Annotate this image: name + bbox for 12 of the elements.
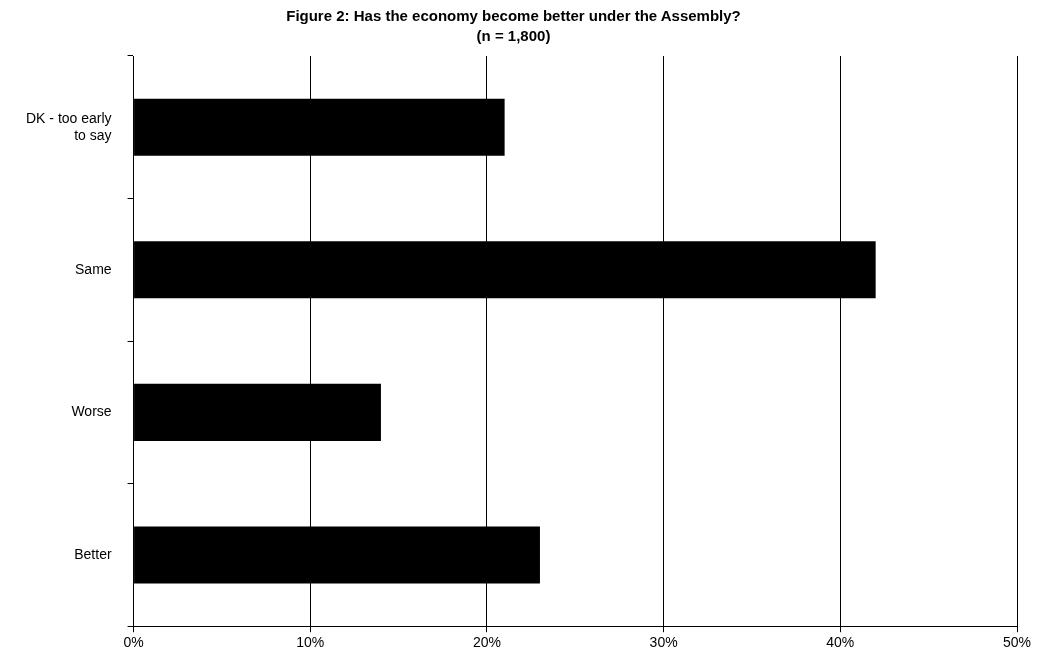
x-tick-label: 0% (123, 634, 144, 651)
y-tick-label: DK - too early to say (25, 109, 112, 143)
chart-title: Figure 2: Has the economy become better under the Assembly? (286, 7, 741, 25)
x-tick-label: 10% (296, 634, 325, 651)
chart-subtitle: (n = 1,800) (476, 27, 551, 45)
x-tick-label: 50% (1002, 634, 1032, 651)
y-tick-label: Better (74, 545, 112, 562)
x-tick-label: 20% (472, 634, 501, 651)
y-tick-label: Worse (71, 403, 112, 420)
x-tick-label: 30% (649, 634, 678, 651)
y-tick-label: Same (75, 260, 112, 277)
x-tick-label: 40% (826, 634, 855, 651)
